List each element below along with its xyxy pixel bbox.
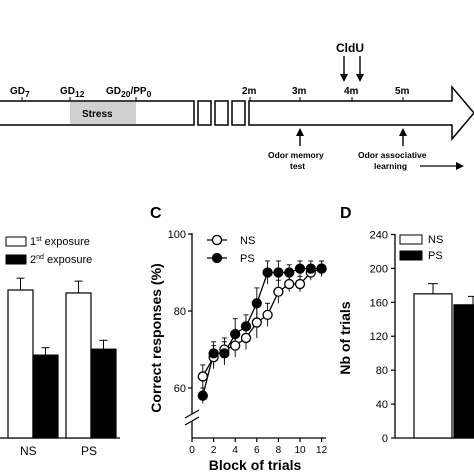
axis-break-mark-1: [184, 409, 200, 419]
legend-d-swatch-ps: [399, 250, 423, 261]
axis-break-mark-2: [184, 416, 200, 426]
point-ps-6: [251, 298, 262, 309]
legend-c-marker-ns-top: [211, 234, 223, 246]
label-3m: 3m: [292, 86, 307, 97]
legend-b-label-1: 1st exposure: [30, 236, 90, 248]
legend-c-label-ns: NS: [240, 235, 255, 247]
point-ps-3: [219, 348, 230, 359]
legend-b-label-2: 2nd exposure: [30, 254, 92, 266]
timeline: GD7 GD12 GD20/PP0 2m 3m 4m 5m Stress Cld…: [0, 41, 474, 171]
bar-ps-first: [65, 292, 92, 439]
stress-label: Stress: [82, 109, 113, 120]
panel-c-ylabel: Correct responses (%): [148, 263, 164, 412]
panel-d-letter: D: [340, 205, 352, 222]
point-ns-1: [197, 371, 208, 382]
d-ytick-label-80: 80: [376, 365, 388, 377]
axis-break-gap: [186, 414, 198, 421]
d-ytick-label-240: 240: [370, 229, 388, 241]
point-ns-10: [294, 278, 306, 290]
significance-star-ns: *: [40, 374, 46, 391]
label-2m: 2m: [242, 86, 257, 97]
label-4m: 4m: [344, 86, 359, 97]
c-ytick-label-100: 100: [168, 229, 186, 241]
panel-d: D Nb of trials 240 200 160 120 80 40 0 NS PS: [337, 205, 474, 445]
odor-assoc-label-2: learning: [374, 161, 407, 171]
point-ps-4: [230, 328, 241, 340]
c-xtick-label-2: 2: [211, 445, 217, 456]
point-ps-10: [294, 263, 306, 274]
panel-c: C Correct responses (%) Block of trials …: [148, 205, 328, 473]
bar-ns-second: [32, 354, 59, 439]
c-xtick-label-12: 12: [316, 445, 328, 456]
c-xtick-label-4: 4: [232, 445, 238, 456]
cldu-label: CldU: [336, 41, 364, 55]
label-gd7: GD7: [10, 86, 30, 99]
c-xtick-label-8: 8: [276, 445, 282, 456]
point-ns-9: [284, 278, 295, 290]
point-ps-8: [273, 267, 284, 278]
group-label-ns: NS: [20, 444, 37, 458]
odor-memory-arrowhead: [296, 128, 304, 136]
c-ytick-label-60: 60: [174, 383, 186, 395]
legend-c-label-ps: PS: [240, 253, 255, 265]
odor-assoc-label-1: Odor associative: [358, 150, 427, 160]
odor-memory-label-2: test: [290, 161, 305, 171]
panel-c-xlabel: Block of trials: [209, 457, 302, 473]
d-ytick-label-200: 200: [370, 263, 388, 275]
point-ps-11: [305, 263, 316, 274]
point-ps-5: [240, 321, 252, 332]
bar-d-ns: [413, 293, 453, 439]
bar-d-ps: [453, 304, 474, 439]
legend-d-label-ns: NS: [428, 234, 443, 246]
c-xtick-label-0: 0: [189, 445, 195, 456]
c-xtick-label-10: 10: [294, 445, 306, 456]
break-box-3: [231, 100, 246, 126]
panel-d-ylabel: Nb of trials: [337, 301, 353, 374]
d-ytick-label-40: 40: [376, 399, 388, 411]
point-ns-7: [262, 309, 273, 321]
point-ns-5: [240, 332, 252, 344]
label-gd20-pp0: GD20/PP0: [106, 86, 152, 99]
bar-ps-second: [90, 348, 117, 439]
legend-b-swatch-2: [5, 254, 27, 265]
break-box-2: [214, 100, 229, 126]
d-ytick-label-120: 120: [370, 331, 388, 343]
significance-star-ps: *: [96, 362, 102, 379]
legend-d-swatch-ns: [399, 234, 423, 245]
legend-c-marker-ps: [211, 252, 223, 264]
point-ps-9: [284, 267, 295, 278]
point-ps-2: [208, 348, 219, 359]
label-gd12: GD12: [60, 86, 85, 99]
odor-assoc-arrowhead: [399, 128, 407, 136]
d-ytick-label-160: 160: [370, 297, 388, 309]
point-ns-6: [251, 317, 262, 328]
line-ps: [202, 267, 322, 396]
point-ps-7: [262, 267, 273, 278]
point-ns-8: [273, 286, 284, 297]
c-ytick-label-80: 80: [174, 306, 186, 318]
panel-c-letter: C: [150, 205, 162, 222]
label-5m: 5m: [395, 86, 410, 97]
group-label-ps: PS: [81, 444, 97, 458]
odor-assoc-right-arrowhead: [456, 162, 464, 170]
break-box-1: [197, 100, 212, 126]
panel-b: 1st exposure 2nd exposure NS PS * *: [0, 236, 120, 458]
timeline-arrow: [248, 84, 474, 142]
stress-band: [70, 102, 136, 124]
odor-memory-label-1: Odor memory: [268, 150, 324, 160]
cldu-arrowhead-1: [340, 74, 348, 82]
point-ns-4: [230, 340, 241, 351]
point-ps-12: [316, 263, 327, 274]
legend-b-swatch-1: [5, 236, 27, 247]
d-ytick-label-0: 0: [382, 433, 388, 445]
c-xtick-label-6: 6: [254, 445, 260, 456]
bar-ns-first: [7, 289, 34, 439]
point-ps-1: [197, 390, 208, 401]
cldu-arrowhead-2: [356, 74, 364, 82]
legend-d-label-ps: PS: [428, 250, 443, 262]
